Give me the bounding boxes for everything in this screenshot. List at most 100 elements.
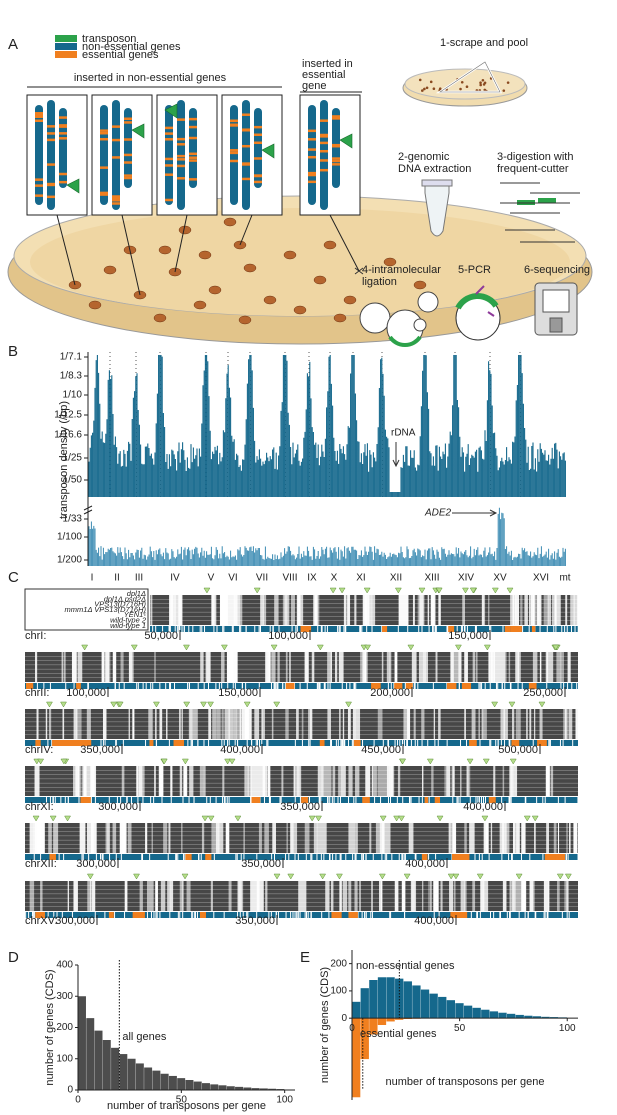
gene-gap [320,854,322,860]
gene-gap [288,854,290,860]
centromere-marker [426,758,434,765]
strain-label: wild-type 2 [110,615,147,624]
centromere-marker [379,815,387,822]
gene-gap [544,797,546,803]
gene-gap [94,912,96,918]
insertion-gap [339,709,341,739]
insertion-gap [203,766,206,796]
gene-gap [330,740,332,746]
gene-gap [271,683,273,689]
gene-gap [159,912,161,918]
essential-band [189,159,197,162]
gene-gap [476,912,478,918]
gene-gap [316,683,318,689]
histogram-bar [86,1018,95,1090]
centromere-marker [393,815,401,822]
insertion-gap [460,881,465,911]
essential-band [35,115,43,119]
insertion-gap [381,823,391,853]
insertion-gap [298,881,307,911]
gene-gap [337,626,339,632]
gene-gap [470,912,472,918]
gene-gap [126,797,128,803]
essential-gene [511,740,520,746]
gene-gap [354,854,356,860]
gene-gap [194,912,196,918]
gene-gap [240,854,242,860]
gene-gap [100,740,102,746]
chromosome-label: VI [228,573,237,584]
gene-gap [187,683,189,689]
gene-gap [387,740,389,746]
histogram-bar [127,1058,136,1090]
insertion-gap [438,709,441,739]
y-tick-label: 1/16.6 [54,430,82,441]
gene-gap [256,740,258,746]
gene-gap [475,797,477,803]
axis-label: number of transposons per gene [386,1076,545,1088]
legend-swatch [55,43,77,50]
gene-gap [529,854,531,860]
insertion-gap [485,823,489,853]
y-tick-label: 1/33 [63,514,83,525]
gene-gap [408,797,410,803]
insertion-gap [159,709,163,739]
y-tick-label: 200 [330,958,347,969]
insertion-gap [536,595,542,625]
gene-gap [479,683,481,689]
essential-gene [205,854,212,860]
gene-gap [269,626,271,632]
gene-gap [275,683,277,689]
insertion-gap [430,881,432,911]
gene-gap [263,797,265,803]
essential-gene [510,626,515,632]
insertion-gap [71,652,77,682]
gene-gap [414,854,416,860]
gene-gap [361,626,363,632]
pointer [56,214,76,286]
gene-gap [576,683,578,689]
gene-gap [478,854,480,860]
centromere-marker [46,701,53,708]
centromere-marker [49,815,57,822]
plate-colony [425,86,429,90]
chromosome-label: XV [493,573,507,584]
essential-band [242,163,250,166]
insertion-gap [254,709,260,739]
gene-gap [437,740,439,746]
gene-gap [191,912,193,918]
position-label: 300,000 [55,915,95,927]
gene-bar [25,740,578,746]
gene-gap [255,740,257,746]
gene-gap [460,626,462,632]
gene-gap [414,683,416,689]
chromosome [165,105,173,205]
chromosome-label: I [91,573,94,584]
centromere-marker [491,701,499,708]
insertion-gap [446,766,451,796]
centromere-marker [152,701,160,708]
gene-gap [197,740,199,746]
insertion-gap [167,881,171,911]
insertion-gap [334,652,338,682]
gene-gap [320,626,322,632]
essential-band [165,132,173,135]
gene-gap [149,854,151,860]
gene-gap [509,912,511,918]
histogram-bar [532,1016,542,1019]
insertion-gap [377,709,383,739]
gene-gap [343,740,345,746]
gene-gap [182,797,184,803]
gene-gap [329,797,331,803]
gene-gap [446,626,448,632]
gene-gap [341,740,343,746]
insertion-gap [493,766,496,796]
insertion-gap [77,766,82,796]
gene-gap [175,854,177,860]
colony [178,225,192,235]
position-label: 500,000 [498,744,538,756]
ligation-circle [359,302,391,334]
insertion-gap [568,823,571,853]
gene-gap [278,626,280,632]
